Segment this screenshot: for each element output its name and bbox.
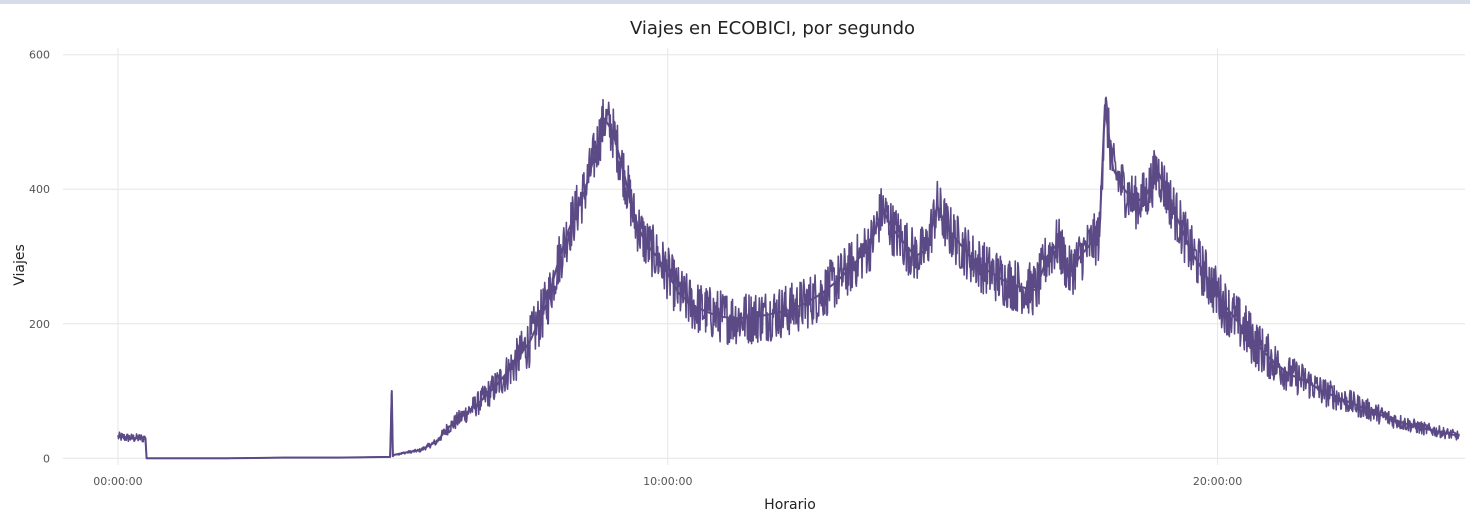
y-tick-label: 200: [29, 318, 50, 331]
x-tick-label: 20:00:00: [1193, 475, 1242, 488]
series-line: [117, 96, 1460, 460]
y-axis-title: Viajes: [12, 244, 28, 286]
y-tick-label: 600: [29, 49, 50, 62]
x-tick-label: 10:00:00: [643, 475, 692, 488]
grid-lines: [63, 48, 1465, 465]
y-tick-label: 400: [29, 183, 50, 196]
data-series: [117, 96, 1460, 460]
x-tick-label: 00:00:00: [93, 475, 142, 488]
x-axis-title: Horario: [764, 497, 816, 510]
tick-labels: 0 200 400 600 00:00:00 10:00:00 20:00:00: [29, 49, 1242, 488]
y-tick-label: 0: [43, 452, 50, 465]
top-border: [0, 0, 1470, 4]
series-trend-line: [117, 104, 1460, 460]
